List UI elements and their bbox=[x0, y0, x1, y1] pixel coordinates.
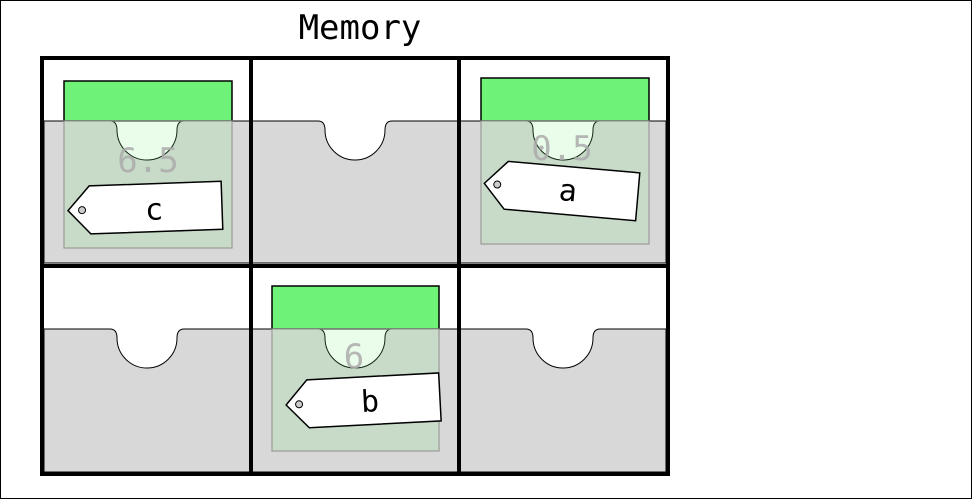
tag: b bbox=[285, 372, 442, 429]
diagram-title: Memory bbox=[298, 8, 422, 48]
memory-cell-0-2: 0.5 a bbox=[459, 77, 667, 264]
tag: a bbox=[483, 160, 641, 222]
tag: c bbox=[67, 180, 224, 235]
cell-value: 0.5 bbox=[531, 129, 592, 169]
memory-cell-0-0: 6.5 c bbox=[43, 80, 251, 264]
tag-label: b bbox=[360, 384, 380, 420]
cell-value: 6 bbox=[344, 337, 364, 377]
tag-label: c bbox=[144, 192, 163, 228]
tag-hole bbox=[78, 206, 87, 215]
cell-value: 6.5 bbox=[117, 141, 178, 181]
tag-hole bbox=[295, 400, 304, 409]
memory-cell-1-0 bbox=[43, 328, 251, 473]
value-card bbox=[480, 77, 650, 122]
value-card bbox=[271, 285, 440, 330]
pocket bbox=[251, 120, 459, 264]
value-card bbox=[63, 80, 233, 122]
memory-cell-0-1 bbox=[251, 120, 459, 264]
pocket bbox=[459, 328, 667, 473]
grid-lines bbox=[40, 56, 670, 476]
memory-cell-1-2 bbox=[459, 328, 667, 473]
pocket bbox=[43, 328, 251, 473]
tag-label: a bbox=[557, 173, 578, 209]
memory-cell-1-1: 6 b bbox=[251, 285, 459, 473]
tag-hole bbox=[493, 180, 502, 189]
